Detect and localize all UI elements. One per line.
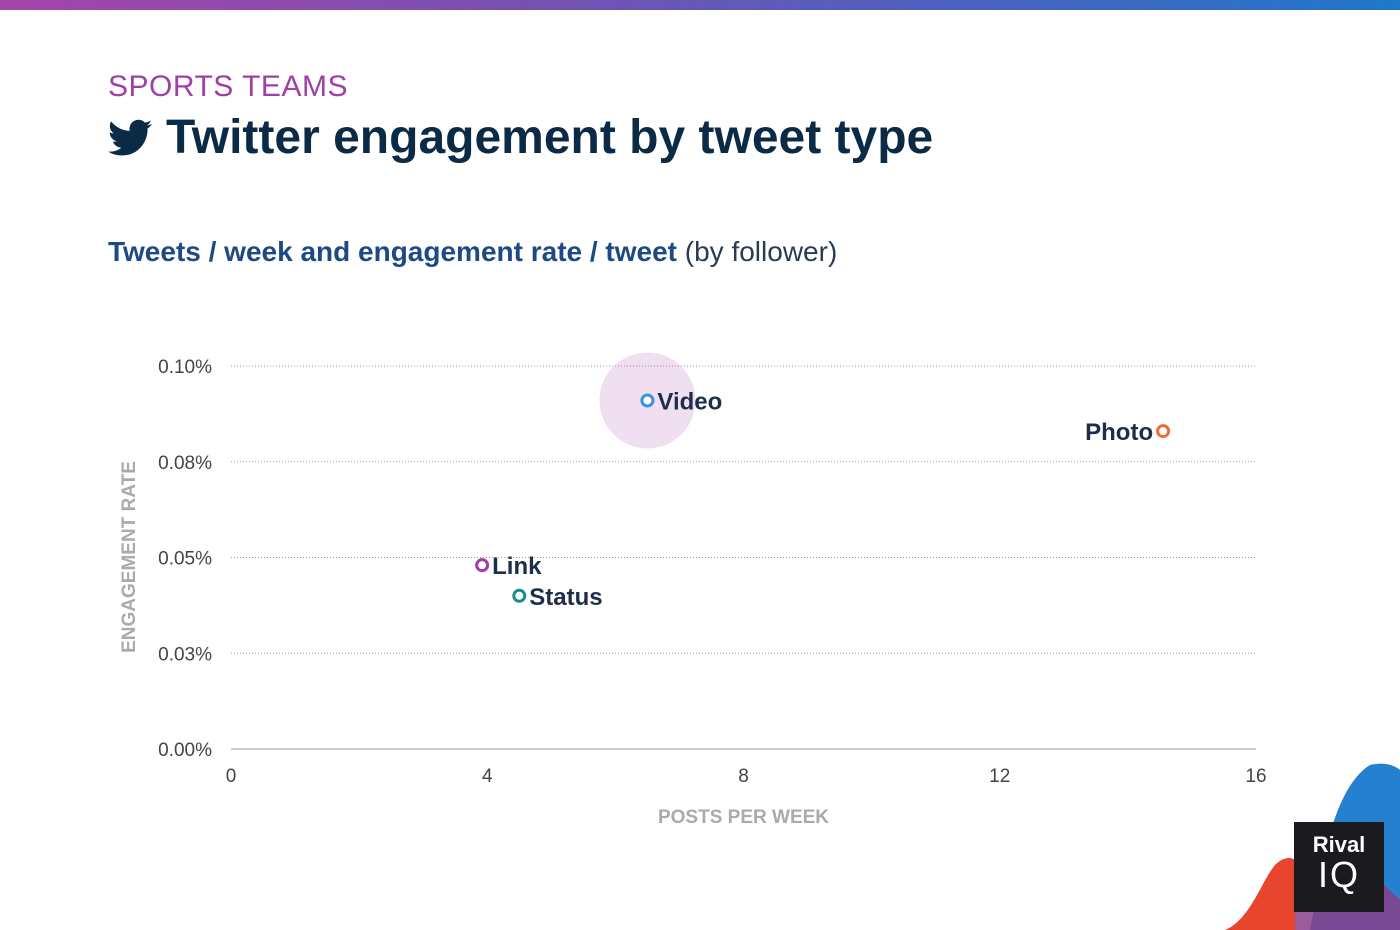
y-tick-label: 0.08% xyxy=(158,453,212,474)
chart-title: Twitter engagement by tweet type xyxy=(166,111,934,164)
point-status xyxy=(512,588,527,603)
point-photo xyxy=(1156,424,1171,439)
point-video xyxy=(640,393,655,408)
x-tick-label: 8 xyxy=(738,766,749,787)
chart-subtitle: Tweets / week and engagement rate / twee… xyxy=(108,236,837,268)
y-tick-label: 0.10% xyxy=(158,357,212,378)
point-label-status: Status xyxy=(529,584,602,611)
logo-line-1: Rival xyxy=(1312,832,1366,857)
x-tick-label: 12 xyxy=(989,766,1010,787)
point-label-photo: Photo xyxy=(1085,419,1153,446)
twitter-bird-icon xyxy=(108,119,152,157)
category-label: SPORTS TEAMS xyxy=(108,70,348,103)
y-tick-label: 0.00% xyxy=(158,740,212,761)
axes: 0.00% 0.03% 0.05% 0.08% 0.10% 0 4 8 12 16 POSTS PE… xyxy=(119,357,1267,828)
grid-lines xyxy=(231,365,1256,750)
decor-red-wave xyxy=(1225,857,1295,930)
subtitle-main: Tweets / week and engagement rate / twee… xyxy=(108,236,677,267)
point-link xyxy=(475,558,490,573)
point-label-video: Video xyxy=(657,388,722,415)
y-tick-label: 0.05% xyxy=(158,549,212,570)
rival-iq-logo: Rival IQ xyxy=(1294,822,1384,912)
y-tick-label: 0.03% xyxy=(158,644,212,665)
x-tick-label: 16 xyxy=(1245,766,1266,787)
x-axis-title: POSTS PER WEEK xyxy=(658,807,829,828)
logo-line-2: IQ xyxy=(1317,854,1360,895)
title-row: Twitter engagement by tweet type xyxy=(108,110,933,165)
data-points: Video Photo Link Status xyxy=(475,352,1171,611)
point-label-link: Link xyxy=(492,553,542,580)
x-tick-label: 4 xyxy=(482,766,493,787)
y-axis-title: ENGAGEMENT RATE xyxy=(119,461,140,653)
subtitle-qualifier: (by follower) xyxy=(684,236,838,267)
top-gradient-bar xyxy=(0,0,1400,10)
x-tick-label: 0 xyxy=(226,766,237,787)
